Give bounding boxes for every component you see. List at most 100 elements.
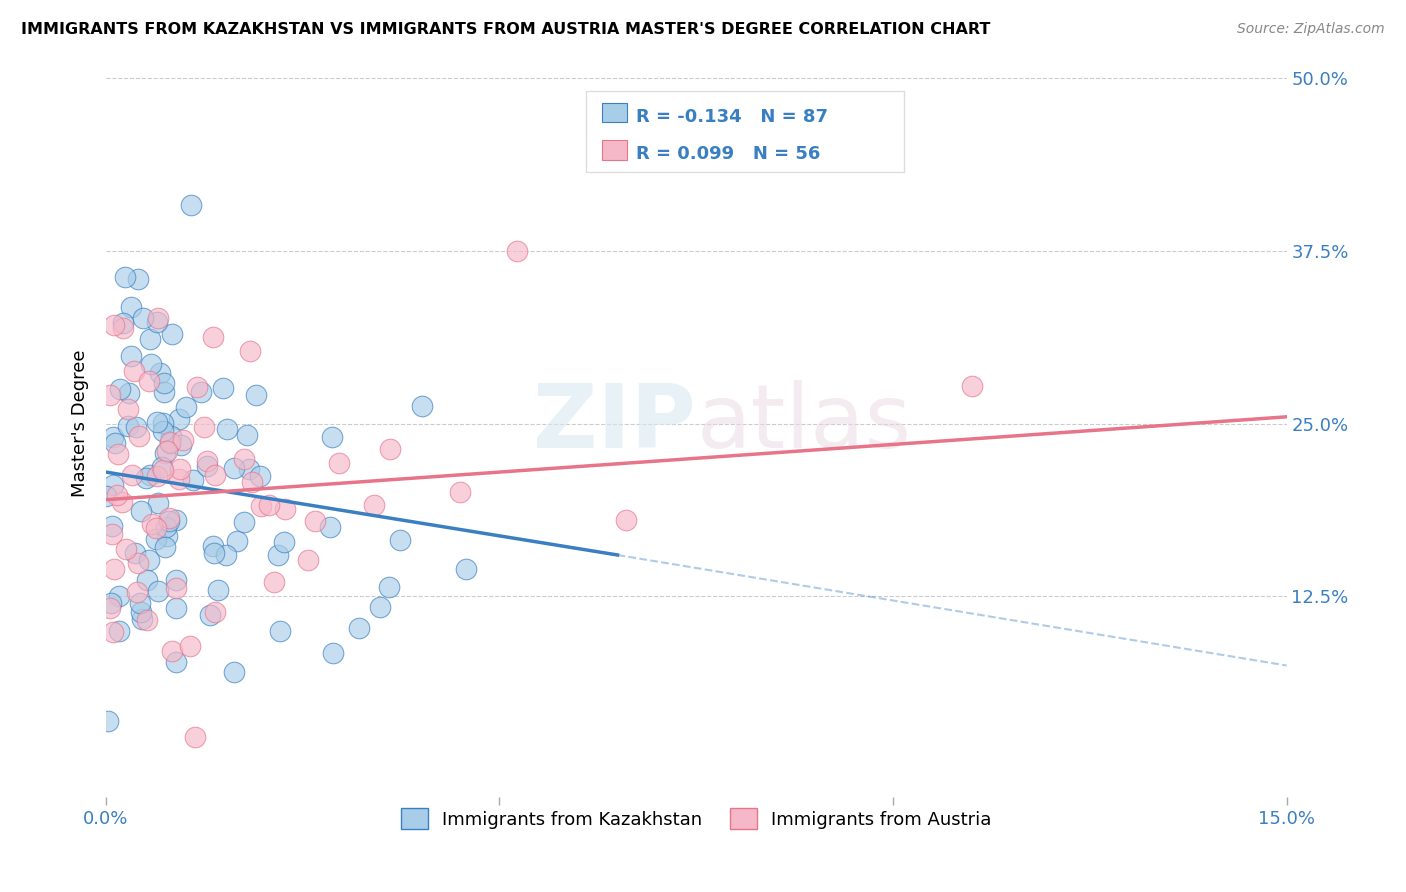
Point (239, 343, 262, 358)
Point (165, 512, 187, 526)
Point (156, 443, 179, 458)
Point (107, 447, 129, 461)
Point (159, 434, 181, 449)
Point (449, 485, 471, 500)
Point (207, 582, 229, 597)
Point (152, 424, 174, 438)
Point (152, 463, 174, 477)
Point (103, 562, 125, 576)
Point (245, 388, 267, 402)
Point (172, 433, 194, 447)
Point (117, 386, 139, 401)
Point (160, 326, 183, 341)
Point (222, 460, 245, 475)
Point (120, 350, 142, 364)
Point (322, 646, 344, 660)
Text: R = 0.099   N = 56: R = 0.099 N = 56 (636, 145, 820, 163)
Point (159, 436, 181, 450)
Point (145, 315, 167, 329)
Point (170, 438, 193, 452)
Point (233, 515, 256, 529)
Point (111, 321, 134, 335)
Point (378, 580, 401, 594)
Point (165, 581, 187, 595)
Point (145, 532, 167, 546)
Point (297, 553, 319, 567)
Point (328, 456, 350, 470)
Point (111, 316, 134, 330)
Point (263, 575, 285, 590)
Legend: Immigrants from Kazakhstan, Immigrants from Austria: Immigrants from Kazakhstan, Immigrants f… (394, 801, 998, 837)
Point (153, 540, 176, 554)
Point (117, 418, 139, 433)
Point (269, 624, 291, 638)
Point (222, 665, 245, 679)
Point (211, 381, 233, 395)
Point (267, 548, 290, 562)
Point (411, 399, 433, 413)
Point (347, 621, 370, 635)
Point (204, 605, 226, 619)
Point (250, 499, 273, 513)
Point (153, 376, 176, 390)
Point (304, 515, 326, 529)
Point (249, 469, 271, 483)
Point (139, 468, 162, 483)
Point (204, 467, 226, 482)
Point (141, 357, 163, 371)
Text: ZIP: ZIP (533, 380, 696, 467)
Point (153, 384, 176, 399)
Point (146, 583, 169, 598)
Point (202, 539, 225, 553)
Point (146, 311, 169, 326)
Point (201, 330, 224, 344)
Point (101, 625, 124, 640)
Point (169, 462, 191, 476)
Point (155, 520, 177, 534)
Point (273, 535, 295, 549)
Point (363, 499, 385, 513)
Point (321, 429, 343, 443)
Text: atlas: atlas (696, 380, 911, 467)
Point (138, 374, 160, 388)
Point (160, 644, 183, 658)
Point (129, 605, 152, 619)
Text: R = -0.134   N = 87: R = -0.134 N = 87 (636, 108, 828, 126)
Point (129, 504, 152, 518)
Point (108, 590, 131, 604)
Point (136, 574, 159, 588)
Point (388, 533, 411, 548)
Point (145, 521, 167, 535)
Point (167, 411, 190, 425)
Point (145, 416, 167, 430)
Point (195, 458, 218, 473)
Point (215, 548, 238, 562)
Point (240, 475, 263, 489)
Point (117, 402, 139, 417)
Point (101, 518, 124, 533)
Point (122, 363, 145, 377)
Point (193, 419, 215, 434)
Point (149, 366, 172, 380)
Point (141, 517, 163, 532)
Point (238, 462, 260, 476)
Point (135, 613, 157, 627)
Point (190, 384, 212, 399)
Point (114, 270, 136, 285)
Point (111, 495, 134, 509)
Point (217, 422, 239, 436)
Point (100, 527, 122, 541)
Point (146, 469, 169, 483)
Point (150, 460, 173, 475)
Point (202, 546, 225, 560)
Point (98, 387, 121, 401)
Point (614, 513, 637, 527)
Point (97, 714, 120, 728)
Point (174, 400, 197, 414)
Point (107, 487, 129, 501)
Point (94, 489, 117, 503)
Point (127, 271, 149, 285)
Point (138, 332, 160, 346)
Point (101, 478, 124, 492)
Point (318, 520, 340, 534)
